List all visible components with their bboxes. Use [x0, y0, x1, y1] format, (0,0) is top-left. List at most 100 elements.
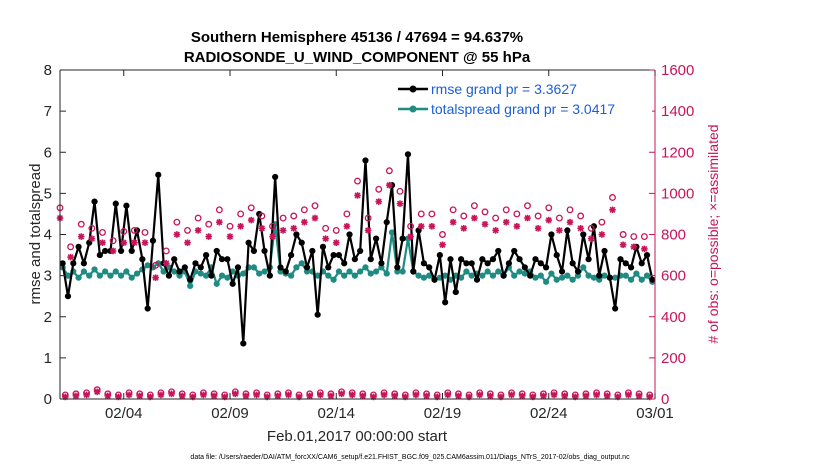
obs-assimilated-marker	[550, 391, 558, 399]
rmse-point	[617, 256, 624, 263]
rmse-point	[229, 280, 236, 287]
obs-possible-marker	[354, 177, 361, 185]
obs-possible-marker	[640, 233, 648, 241]
asterisk-stroke	[561, 392, 568, 399]
rmse-point	[420, 260, 428, 267]
obs-possible-marker	[77, 220, 85, 228]
obs-assimilated-marker	[386, 181, 393, 189]
rmse-point	[266, 272, 273, 279]
y2-tick-label: 1600	[661, 62, 694, 79]
totalspread-point	[362, 264, 369, 271]
asterisk-stroke	[226, 233, 234, 240]
obs-assimilated-marker	[93, 388, 101, 396]
rmse-point	[319, 243, 327, 250]
rmse-point	[574, 268, 582, 275]
obs-assimilated-marker	[168, 390, 175, 398]
y-tick-label: 3	[44, 268, 52, 285]
y-tick-label: 4	[44, 227, 52, 244]
rmse-point	[171, 256, 178, 263]
obs-assimilated-marker	[253, 391, 260, 399]
obs-assimilated-marker	[125, 391, 133, 399]
rmse-point	[357, 247, 364, 255]
totalspread-point	[516, 268, 523, 275]
rmse-point	[511, 247, 518, 255]
rmse-point	[123, 202, 130, 209]
totalspread-point	[383, 270, 390, 277]
rmse-point	[335, 251, 343, 259]
rmse-point	[649, 276, 656, 283]
obs-assimilated-marker	[619, 241, 627, 249]
rmse-point	[627, 264, 635, 271]
rmse-point	[261, 247, 268, 255]
obs-assimilated-marker	[359, 392, 367, 400]
obs-assimilated-marker	[396, 200, 404, 207]
x-tick-label: 02/04	[105, 405, 143, 422]
obs-possible-marker	[205, 220, 213, 228]
rmse-point	[404, 151, 412, 158]
y2-tick-label: 0	[661, 391, 669, 408]
rmse-point	[558, 268, 566, 275]
totalspread-point	[261, 268, 268, 275]
asterisk-stroke	[455, 392, 462, 399]
x-tick-label: 02/09	[211, 405, 249, 422]
totalspread-point	[64, 272, 72, 279]
rmse-point	[596, 272, 603, 279]
totalspread-point	[372, 268, 380, 275]
asterisk-stroke	[157, 391, 164, 398]
rmse-point	[303, 264, 311, 271]
totalspread-point	[112, 268, 119, 275]
rmse-point	[638, 260, 645, 267]
asterisk-stroke	[141, 239, 149, 246]
totalspread-point	[553, 276, 560, 283]
rmse-point	[224, 256, 231, 263]
totalspread-point	[415, 272, 422, 279]
y2-tick-label: 600	[661, 268, 686, 285]
asterisk-stroke	[396, 200, 404, 207]
obs-possible-marker	[152, 261, 160, 269]
rmse-line	[61, 153, 654, 345]
rmse-point	[298, 239, 305, 246]
asterisk-stroke	[418, 223, 425, 230]
rmse-point	[309, 247, 316, 255]
obs-assimilated-marker	[577, 225, 584, 232]
obs-possible-marker	[375, 185, 383, 193]
asterisk-stroke	[412, 391, 419, 398]
totalspread-point	[463, 268, 470, 275]
rmse-point	[606, 274, 613, 281]
totalspread-point	[643, 272, 651, 279]
asterisk-stroke	[386, 182, 393, 189]
asterisk-stroke	[481, 221, 489, 228]
rmse-point	[287, 251, 295, 259]
obs-possible-marker	[237, 210, 245, 218]
obs-assimilated-marker	[609, 206, 616, 214]
rmse-point	[351, 256, 358, 263]
obs-assimilated-marker	[561, 392, 568, 400]
legend-rmse-marker	[409, 85, 417, 93]
obs-assimilated-marker	[439, 241, 446, 249]
totalspread-point	[117, 272, 125, 279]
x-tick-label: 02/24	[530, 405, 568, 422]
rmse-point	[473, 276, 481, 283]
totalspread-point	[335, 268, 343, 275]
y-tick-label: 7	[44, 103, 52, 120]
totalspread-point	[564, 272, 571, 279]
rmse-point	[176, 268, 183, 275]
obs-assimilated-marker	[83, 391, 90, 399]
asterisk-stroke	[407, 233, 414, 240]
rmse-point	[452, 288, 459, 296]
rmse-point	[250, 247, 258, 255]
asterisk-stroke	[604, 392, 611, 399]
rmse-point	[70, 260, 77, 267]
obs-possible-marker	[184, 226, 191, 234]
rmse-point	[612, 305, 619, 312]
obs-assimilated-marker	[131, 239, 138, 247]
totalspread-point	[91, 266, 98, 273]
obs-possible-marker	[247, 204, 255, 212]
totalspread-point	[633, 270, 640, 277]
totalspread-point	[351, 272, 358, 279]
totalspread-point	[532, 274, 539, 281]
asterisk-stroke	[556, 227, 563, 234]
rmse-point	[564, 227, 571, 234]
totalspread-point	[612, 274, 619, 281]
